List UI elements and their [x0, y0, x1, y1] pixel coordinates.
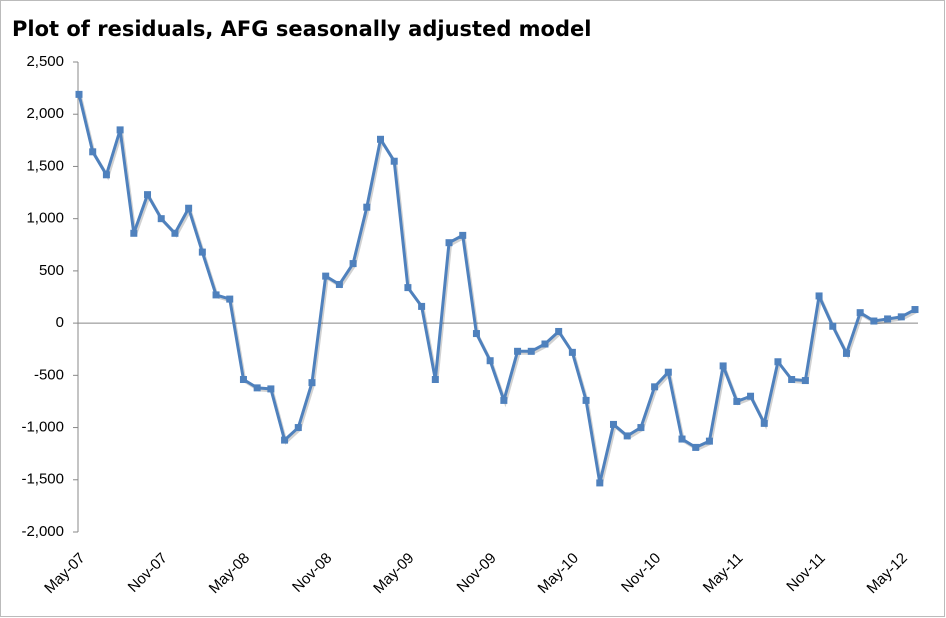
marker — [130, 229, 138, 237]
y-tick-label: -1,500 — [21, 471, 64, 488]
marker — [239, 376, 247, 384]
marker — [294, 424, 302, 432]
marker — [829, 322, 837, 330]
marker — [349, 260, 357, 268]
marker — [774, 358, 782, 366]
marker — [431, 376, 439, 384]
marker — [281, 436, 289, 444]
marker — [212, 291, 220, 299]
marker — [157, 215, 165, 223]
marker — [171, 229, 179, 237]
marker — [678, 435, 686, 443]
marker — [116, 126, 124, 134]
marker — [472, 330, 480, 338]
marker — [609, 420, 617, 428]
marker — [363, 203, 371, 211]
marker — [719, 362, 727, 370]
marker — [226, 295, 234, 303]
marker — [815, 292, 823, 300]
marker — [308, 379, 316, 387]
y-tick-label: 500 — [39, 262, 64, 279]
marker — [733, 397, 741, 405]
marker — [637, 424, 645, 432]
y-tick-label: -2,000 — [21, 523, 64, 540]
marker — [555, 327, 563, 335]
marker — [747, 392, 755, 400]
marker — [842, 349, 850, 357]
marker — [459, 231, 467, 239]
y-tick-label: -1,000 — [21, 419, 64, 436]
marker — [102, 171, 110, 179]
y-tick-label: 1,500 — [26, 157, 64, 174]
marker — [377, 135, 385, 143]
marker — [253, 384, 261, 392]
marker — [445, 239, 453, 247]
chart-title: Plot of residuals, AFG seasonally adjust… — [12, 17, 591, 41]
marker — [897, 313, 905, 321]
marker — [500, 396, 508, 404]
marker — [144, 191, 152, 199]
y-tick-label: -500 — [34, 366, 64, 383]
marker — [664, 368, 672, 376]
marker — [418, 302, 426, 310]
marker — [404, 284, 412, 292]
marker — [911, 306, 919, 314]
marker — [651, 383, 659, 391]
marker — [870, 317, 878, 325]
marker — [514, 347, 522, 355]
y-tick-label: 2,000 — [26, 105, 64, 122]
marker — [692, 443, 700, 451]
marker — [89, 148, 97, 156]
marker — [596, 479, 604, 487]
marker — [185, 204, 193, 212]
y-tick-label: 1,000 — [26, 210, 64, 227]
marker — [760, 419, 768, 427]
marker — [335, 280, 343, 288]
marker — [486, 357, 494, 365]
marker — [75, 90, 83, 98]
marker — [390, 157, 398, 165]
marker — [322, 272, 330, 280]
marker — [623, 432, 631, 440]
y-tick-label: 2,500 — [26, 53, 64, 70]
marker — [884, 315, 892, 323]
marker — [568, 348, 576, 356]
marker — [582, 396, 590, 404]
marker — [267, 385, 275, 393]
marker — [788, 376, 796, 384]
y-tick-label: 0 — [56, 314, 64, 331]
marker — [527, 347, 535, 355]
marker — [198, 248, 206, 256]
marker — [705, 437, 713, 445]
marker — [856, 309, 864, 317]
marker — [541, 340, 549, 348]
marker — [801, 377, 809, 385]
